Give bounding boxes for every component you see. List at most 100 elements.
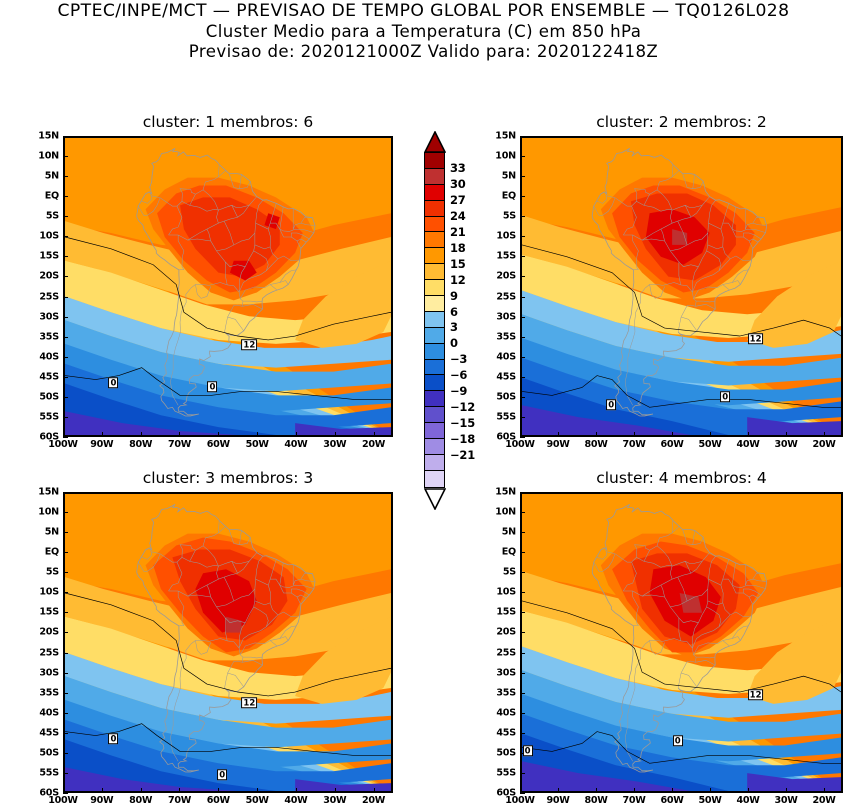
y-axis-tick xyxy=(520,552,525,554)
administrative-border xyxy=(649,284,665,299)
contour-value-label: 12 xyxy=(241,696,258,709)
x-axis-tick xyxy=(257,788,259,793)
map-contour-field xyxy=(522,138,841,435)
administrative-border xyxy=(267,203,279,259)
administrative-border xyxy=(669,565,673,580)
administrative-border xyxy=(238,200,264,293)
administrative-border xyxy=(227,316,244,332)
y-axis-label: 5N xyxy=(44,526,60,538)
x-axis-label: 100W xyxy=(505,795,535,806)
colorbar-tick-label: −9 xyxy=(450,384,468,398)
y-axis-tick xyxy=(63,356,68,358)
y-axis-label: 10S xyxy=(39,230,59,242)
administrative-border xyxy=(240,640,278,655)
colorbar-cell xyxy=(425,232,444,249)
x-axis-tick xyxy=(334,432,336,437)
contour-value-label: 0 xyxy=(720,391,731,403)
x-axis-label: 60W xyxy=(206,439,230,450)
y-axis-label: 15S xyxy=(496,250,516,262)
x-axis-label: 80W xyxy=(129,439,153,450)
contour-value-label: 0 xyxy=(606,399,617,411)
administrative-border xyxy=(632,235,639,267)
administrative-border xyxy=(692,181,704,189)
administrative-border xyxy=(722,280,741,285)
administrative-border xyxy=(238,611,300,649)
x-axis-label: 40W xyxy=(284,795,308,806)
y-axis-label: 40S xyxy=(496,707,516,719)
administrative-border xyxy=(660,552,710,598)
colorbar-tick-label: 21 xyxy=(450,225,466,239)
administrative-border xyxy=(644,282,681,289)
x-axis-label: 30W xyxy=(323,795,347,806)
administrative-border xyxy=(168,520,220,592)
map-panel-cluster-2[interactable]: cluster: 2 membros: 2 15N 10N 5N EQ 5S 10S 15S… xyxy=(495,113,843,450)
y-axis-label: 35S xyxy=(496,331,516,343)
administrative-border xyxy=(677,221,688,245)
colorbar-tick-label: 3 xyxy=(450,320,458,335)
administrative-border xyxy=(678,261,699,267)
coastline xyxy=(136,147,316,417)
x-axis-label: 40W xyxy=(736,439,760,450)
contour-value-label: 0 xyxy=(217,769,228,781)
x-axis-label: 50W xyxy=(245,439,269,450)
x-axis-label: 100W xyxy=(48,439,78,450)
x-axis-tick xyxy=(634,432,635,437)
contour-band xyxy=(295,260,391,348)
y-axis-tick xyxy=(63,492,68,493)
y-axis-label: 10S xyxy=(496,230,516,242)
y-axis-tick xyxy=(520,692,525,694)
x-axis-label: 70W xyxy=(622,795,646,806)
isotherm-0 xyxy=(65,723,391,756)
y-axis-tick xyxy=(63,632,68,634)
administrative-border xyxy=(270,280,289,285)
contour-value-label: 12 xyxy=(747,688,764,701)
administrative-border xyxy=(228,173,242,189)
map-panel-cluster-1[interactable]: cluster: 1 membros: 6 15N 10N 5N EQ 5S 10S 15S… xyxy=(38,113,393,450)
colorbar-tick-label: 0 xyxy=(450,336,458,351)
colorbar-tick-label: 27 xyxy=(450,193,466,208)
y-axis-label: 60S xyxy=(39,431,59,443)
administrative-border xyxy=(641,228,661,241)
administrative-border xyxy=(636,194,650,206)
y-axis-label: 50S xyxy=(496,747,516,759)
administrative-border xyxy=(279,562,284,586)
administrative-border xyxy=(254,600,271,606)
administrative-border xyxy=(633,266,639,271)
map-panel-cluster-4[interactable]: cluster: 4 membros: 4 15N 10N 5N EQ 5S 10S 15S… xyxy=(495,469,843,806)
coastline xyxy=(136,503,316,773)
y-axis-label: 40S xyxy=(39,351,59,363)
colorbar-tick-label: 18 xyxy=(450,240,466,255)
administrative-border xyxy=(641,584,661,597)
colorbar-bottom-arrow-icon xyxy=(424,488,446,510)
administrative-border xyxy=(225,261,246,267)
administrative-border xyxy=(624,287,646,406)
colorbar-cell xyxy=(425,153,444,169)
x-axis-tick xyxy=(140,788,142,793)
administrative-border xyxy=(623,520,674,592)
x-axis-label: 90W xyxy=(546,439,570,450)
y-axis-tick xyxy=(520,196,525,198)
y-axis-label: 45S xyxy=(496,371,516,383)
map-panel-cluster-3[interactable]: cluster: 3 membros: 3 15N 10N 5N EQ 5S 10S 15S… xyxy=(38,469,393,806)
y-axis-label: 35S xyxy=(496,687,516,699)
colorbar-cell xyxy=(425,470,444,487)
y-axis-tick xyxy=(63,732,68,734)
administrative-border xyxy=(149,191,161,199)
y-axis-label: 60S xyxy=(39,787,59,799)
y-axis-tick xyxy=(520,793,525,794)
administrative-border xyxy=(202,189,219,211)
x-axis-label: 20W xyxy=(362,439,386,450)
colorbar-swatches xyxy=(424,152,445,488)
y-axis-label: 20S xyxy=(496,626,516,638)
y-axis-label: 10S xyxy=(39,586,59,598)
y-axis-tick xyxy=(63,532,68,534)
administrative-border xyxy=(656,545,673,567)
y-axis-tick xyxy=(63,752,68,754)
panel-title-cluster-3: cluster: 3 membros: 3 xyxy=(142,469,314,487)
administrative-border xyxy=(743,232,762,240)
administrative-border xyxy=(190,638,228,645)
map-contour-field xyxy=(65,494,391,791)
administrative-border xyxy=(270,636,289,641)
x-axis-tick xyxy=(179,432,181,437)
isotherm-12 xyxy=(522,600,841,693)
